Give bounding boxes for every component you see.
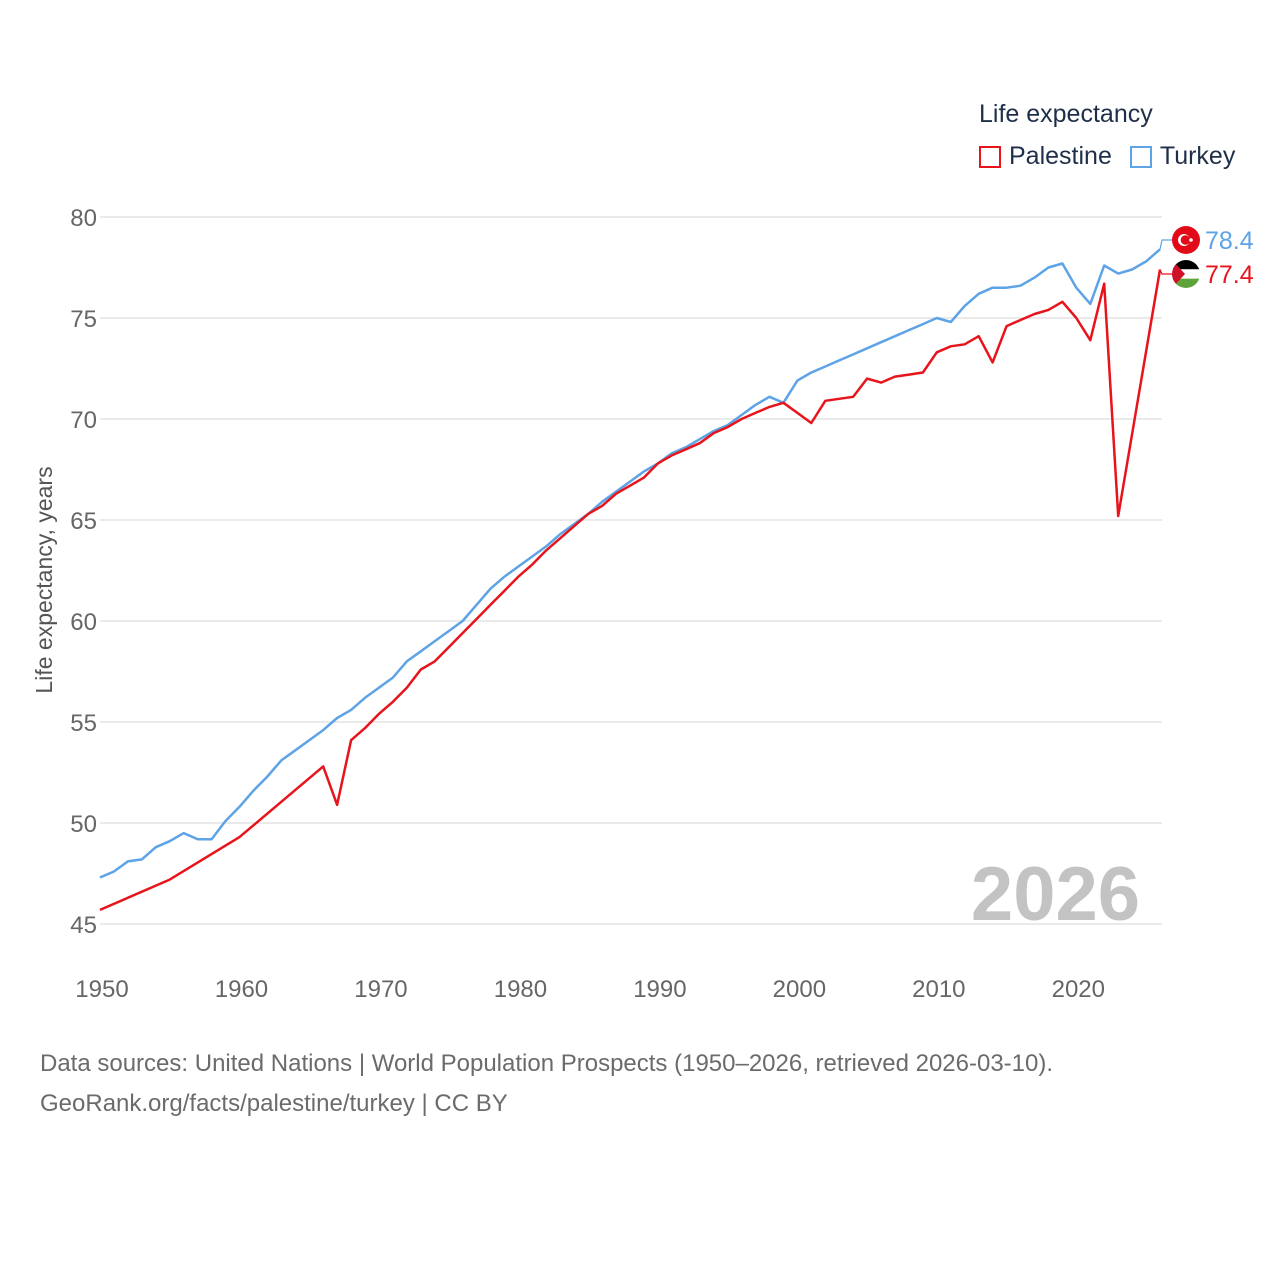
end-labels: 78.4 77.4	[1159, 226, 1254, 289]
end-label-connector-turkey	[1159, 239, 1172, 250]
x-tick-label-1970: 1970	[354, 976, 407, 1003]
x-axis-ticks: 1950 1960 1970 1980 1990 2000 2010 2020	[75, 976, 1105, 1003]
end-label-value-palestine: 77.4	[1205, 261, 1254, 289]
footer: Data sources: United Nations | World Pop…	[40, 1044, 1053, 1124]
turkey-flag-icon	[1172, 226, 1200, 254]
x-tick-label-1980: 1980	[494, 976, 547, 1003]
legend-item-palestine[interactable]: Palestine	[979, 142, 1112, 171]
grid-lines	[100, 216, 1162, 925]
legend-swatch-turkey	[1129, 145, 1152, 168]
y-tick-label-80: 80	[70, 205, 97, 232]
y-tick-label-60: 60	[70, 609, 97, 636]
legend-swatch-palestine	[979, 145, 1001, 168]
y-tick-label-65: 65	[70, 508, 97, 535]
y-tick-label-55: 55	[70, 710, 97, 737]
legend-title: Life expectancy	[979, 100, 1153, 128]
y-tick-label-50: 50	[70, 811, 97, 838]
end-label-value-turkey: 78.4	[1205, 227, 1254, 255]
x-tick-label-1950: 1950	[75, 976, 128, 1003]
x-tick-label-2020: 2020	[1052, 976, 1105, 1003]
series-lines	[99, 248, 1162, 912]
y-tick-label-45: 45	[70, 912, 97, 939]
series-line-turkey	[99, 248, 1161, 879]
palestine-flag-icon	[1172, 260, 1200, 288]
y-tick-label-70: 70	[70, 407, 97, 434]
x-tick-label-1990: 1990	[633, 976, 686, 1003]
end-label-connector-palestine	[1159, 269, 1172, 275]
y-tick-label-75: 75	[70, 306, 97, 333]
legend: Palestine Turkey	[979, 142, 1253, 171]
legend-item-turkey[interactable]: Turkey	[1129, 142, 1236, 171]
series-line-palestine	[99, 269, 1162, 912]
x-tick-label-2000: 2000	[773, 976, 826, 1003]
y-axis-label: Life expectancy, years	[31, 466, 57, 693]
legend-label-palestine: Palestine	[1009, 142, 1112, 170]
year-watermark: 2026	[971, 852, 1140, 937]
x-tick-label-1960: 1960	[215, 976, 268, 1003]
y-axis-ticks: 45 50 55 60 65 70 75 80	[70, 205, 97, 939]
footer-sources: Data sources: United Nations | World Pop…	[40, 1050, 1054, 1077]
footer-link[interactable]: GeoRank.org/facts/palestine/turkey | CC …	[40, 1090, 508, 1117]
legend-label-turkey: Turkey	[1159, 142, 1236, 170]
x-tick-label-2010: 2010	[912, 976, 965, 1003]
